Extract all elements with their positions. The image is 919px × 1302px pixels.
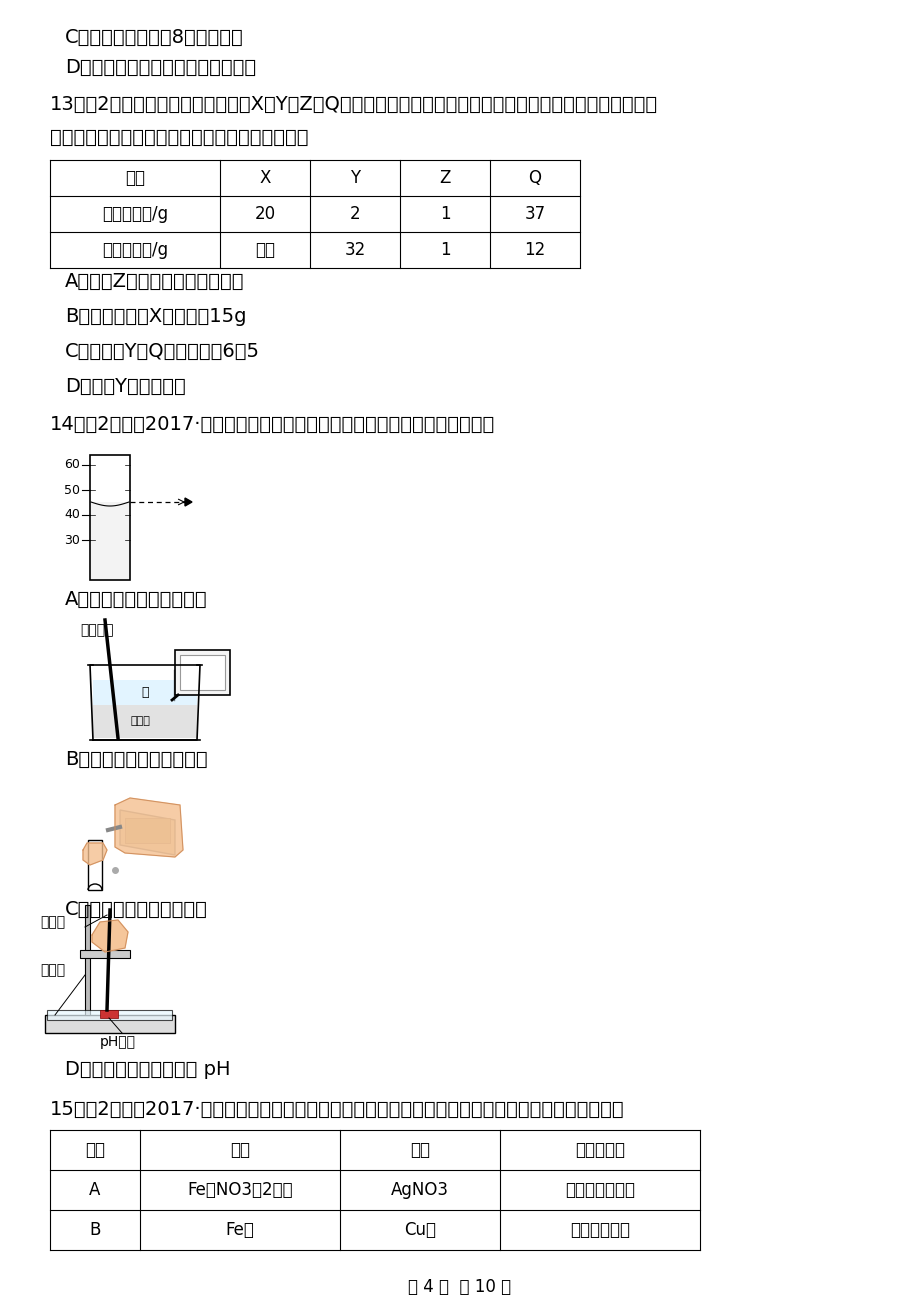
Text: 试剂、方法: 试剂、方法 — [574, 1141, 624, 1159]
Text: 物质: 物质 — [125, 169, 145, 187]
Text: 玻璃棒: 玻璃棒 — [40, 915, 65, 930]
Text: 1: 1 — [439, 204, 449, 223]
Text: 30: 30 — [64, 534, 80, 547]
Text: Z: Z — [439, 169, 450, 187]
Text: 40: 40 — [64, 509, 80, 522]
Text: A: A — [89, 1181, 100, 1199]
Text: B．反应后物质X的质量为15g: B．反应后物质X的质量为15g — [65, 307, 246, 326]
Text: 未测: 未测 — [255, 241, 275, 259]
Text: 过量铁粉、过滤: 过量铁粉、过滤 — [564, 1181, 634, 1199]
Bar — [91, 503, 129, 579]
Text: D．其溶液中滴加酚酞试液时显红色: D．其溶液中滴加酚酞试液时显红色 — [65, 59, 255, 77]
Text: 60: 60 — [64, 458, 80, 471]
Polygon shape — [115, 798, 183, 857]
Text: 20: 20 — [255, 204, 276, 223]
Bar — [88, 840, 102, 891]
Text: A．物质Z可能是该反应的催化剂: A．物质Z可能是该反应的催化剂 — [65, 272, 244, 292]
Bar — [85, 905, 90, 1016]
Polygon shape — [185, 497, 192, 506]
Text: AgNO3: AgNO3 — [391, 1181, 448, 1199]
Text: 杂质: 杂质 — [410, 1141, 429, 1159]
Bar — [90, 454, 130, 579]
Text: 15．（2分）（2017·寿光模拟）除去下列各物质中混有的少量杂质，所用试剂、方法正确的是（　　）: 15．（2分）（2017·寿光模拟）除去下列各物质中混有的少量杂质，所用试剂、方… — [50, 1100, 624, 1118]
Text: B: B — [89, 1221, 100, 1240]
Text: 物质: 物质 — [230, 1141, 250, 1159]
Text: 反应前质量/g: 反应前质量/g — [102, 204, 168, 223]
Text: Y: Y — [349, 169, 359, 187]
Text: 反应后质量/g: 反应后质量/g — [102, 241, 168, 259]
Text: 不断搅拌: 不断搅拌 — [80, 622, 113, 637]
Text: 稀硫酸、过滤: 稀硫酸、过滤 — [570, 1221, 630, 1240]
Text: 第 4 页  共 10 页: 第 4 页 共 10 页 — [408, 1279, 511, 1295]
Text: D．物质Y一定是单质: D．物质Y一定是单质 — [65, 378, 186, 396]
Bar — [100, 1010, 118, 1018]
Bar — [80, 950, 130, 958]
Text: C．　　　　　倾倒稀硫酸: C． 倾倒稀硫酸 — [65, 900, 208, 919]
Text: C．反应中Y、Q的质量比为6：5: C．反应中Y、Q的质量比为6：5 — [65, 342, 260, 361]
Polygon shape — [119, 810, 175, 855]
Bar — [47, 1010, 172, 1019]
Polygon shape — [92, 921, 128, 952]
Text: pH试纸: pH试纸 — [100, 1035, 136, 1049]
Bar — [125, 818, 170, 842]
Text: 序号: 序号 — [85, 1141, 105, 1159]
Text: Fe（NO3）2溶液: Fe（NO3）2溶液 — [187, 1181, 292, 1199]
Bar — [175, 650, 230, 695]
Text: 37: 37 — [524, 204, 545, 223]
Text: 水: 水 — [142, 685, 149, 698]
Text: 浓硫酸: 浓硫酸 — [130, 716, 150, 727]
Text: Q: Q — [528, 169, 541, 187]
Text: D．　　　　　测稀硫酸 pH: D． 测稀硫酸 pH — [65, 1060, 231, 1079]
Text: A．　　　　　量取浓硫酸: A． 量取浓硫酸 — [65, 590, 208, 609]
Text: 32: 32 — [344, 241, 365, 259]
Text: 13．（2分）在一个密闭容器中放入X、Y、Z、Q四种物质，在一定条件下发生化学反应，一段时间后，测得有: 13．（2分）在一个密闭容器中放入X、Y、Z、Q四种物质，在一定条件下发生化学反… — [50, 95, 657, 115]
Bar — [45, 1016, 175, 1032]
Polygon shape — [83, 842, 107, 865]
Text: 12: 12 — [524, 241, 545, 259]
Bar — [93, 680, 197, 704]
Text: 1: 1 — [439, 241, 449, 259]
Text: C．一个草酸分子由8个元素构成: C．一个草酸分子由8个元素构成 — [65, 29, 244, 47]
Text: X: X — [259, 169, 270, 187]
Text: Cu粉: Cu粉 — [403, 1221, 436, 1240]
Text: B．　　　　　稀释浓硫酸: B． 稀释浓硫酸 — [65, 750, 208, 769]
Text: 关数据如表，则关于此反应认识错误的是（　　）: 关数据如表，则关于此反应认识错误的是（ ） — [50, 128, 308, 147]
Bar — [180, 655, 225, 690]
Text: 50: 50 — [64, 483, 80, 496]
Text: 玻璃片: 玻璃片 — [40, 963, 65, 976]
Text: 2: 2 — [349, 204, 360, 223]
Text: Fe粉: Fe粉 — [225, 1221, 255, 1240]
Text: 14．（2分）（2017·太原模拟）下列有关硫酸的基本操作，正确的是（　　）: 14．（2分）（2017·太原模拟）下列有关硫酸的基本操作，正确的是（ ） — [50, 415, 494, 434]
Bar — [93, 704, 197, 738]
